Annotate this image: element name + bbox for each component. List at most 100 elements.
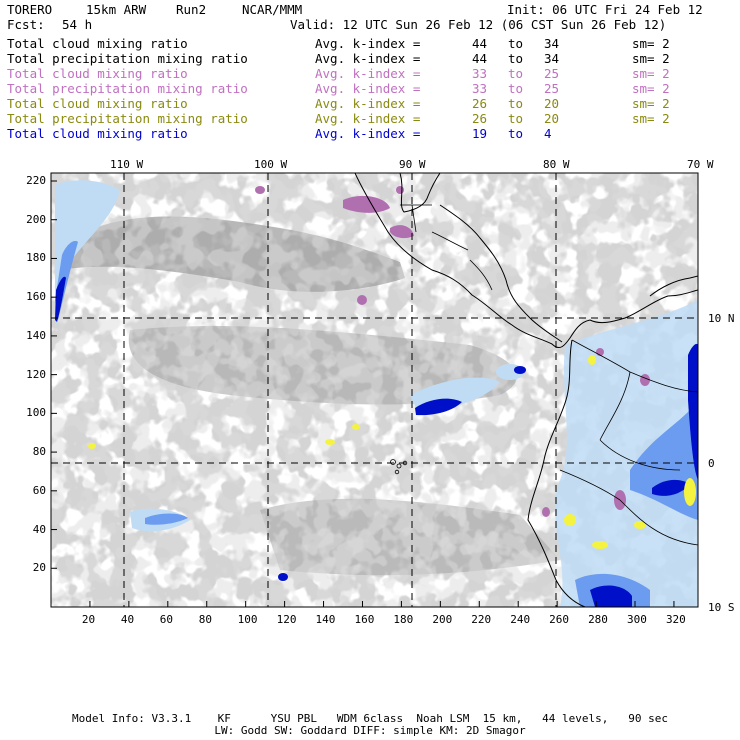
lon-label-110w: 110 W bbox=[110, 158, 144, 171]
cloud-light-northwest bbox=[55, 180, 120, 330]
cloud-yellow-spot-6 bbox=[592, 541, 608, 549]
legend-avg-label: Avg. k-index = bbox=[315, 96, 421, 111]
legend-avg-label: Avg. k-index = bbox=[315, 66, 421, 81]
precip-purple-guatemala bbox=[390, 225, 414, 239]
model-info-line-2: LW: Godd SW: Goddard DIFF: simple KM: 2D… bbox=[214, 724, 526, 737]
cloud-dark-andes bbox=[652, 479, 690, 496]
precip-purple-spot-6 bbox=[542, 507, 550, 517]
legend-k-to: 25 bbox=[544, 66, 560, 81]
model-info-line-1: Model Info: V3.3.1 KF YSU PBL WDM 6class… bbox=[71, 712, 669, 725]
model-resolution: 15km ARW bbox=[86, 2, 147, 17]
x-tick-label: 60 bbox=[159, 613, 174, 626]
y-tick-label: 40 bbox=[32, 522, 46, 536]
lat-lon-grid bbox=[51, 173, 698, 607]
y-tick-marks bbox=[51, 180, 57, 569]
legend-smoothing: sm= 2 bbox=[632, 51, 670, 66]
x-tick-label: 200 bbox=[432, 613, 453, 626]
model-name: TORERO bbox=[7, 2, 53, 17]
y-tick-label: 80 bbox=[32, 445, 46, 459]
lon-label-80w: 80 W bbox=[543, 158, 570, 171]
legend-avg-label: Avg. k-index = bbox=[315, 51, 421, 66]
legend-to-word: to bbox=[508, 96, 524, 111]
legend-field-name: Total cloud mixing ratio bbox=[7, 126, 188, 141]
y-tick-label: 220 bbox=[26, 173, 46, 187]
precip-purple-north bbox=[343, 195, 390, 213]
organization: NCAR/MMM bbox=[242, 2, 303, 17]
legend-smoothing: sm= 2 bbox=[632, 36, 670, 51]
coastline-central-america-pacific bbox=[354, 173, 698, 348]
country-borders bbox=[400, 204, 493, 291]
coastline-yucatan bbox=[399, 173, 441, 213]
legend-k-from: 26 bbox=[472, 96, 488, 111]
legend-avg-label: Avg. k-index = bbox=[315, 81, 421, 96]
y-tick-label: 20 bbox=[32, 561, 46, 575]
precip-purple-spot-1 bbox=[255, 186, 265, 194]
x-tick-label: 240 bbox=[510, 613, 531, 626]
coastline-venezuela bbox=[649, 275, 698, 297]
cloud-yellow-spot-5 bbox=[564, 514, 576, 526]
legend-to-word: to bbox=[508, 51, 524, 66]
legend-row: Total cloud mixing ratio Avg. k-index = 44… bbox=[7, 36, 707, 51]
cloud-dark-northwest bbox=[55, 276, 66, 322]
lat-label-10n: 10 N bbox=[708, 312, 735, 325]
coastline-south-america bbox=[527, 339, 586, 607]
legend-to-word: to bbox=[508, 111, 524, 126]
map-frame bbox=[50, 172, 699, 608]
x-tick-label: 120 bbox=[276, 613, 297, 626]
run-label: Run2 bbox=[176, 2, 207, 17]
y-tick-label: 180 bbox=[26, 251, 46, 265]
cloud-yellow-spot-1 bbox=[88, 443, 96, 449]
legend-field-name: Total cloud mixing ratio bbox=[7, 36, 188, 51]
legend-smoothing: sm= 2 bbox=[632, 96, 670, 111]
legend-smoothing: sm= 2 bbox=[632, 81, 670, 96]
legend-field-name: Total precipitation mixing ratio bbox=[7, 81, 248, 96]
lon-label-70w: 70 W bbox=[687, 158, 714, 171]
y-tick-label: 100 bbox=[26, 406, 46, 420]
x-tick-label: 260 bbox=[549, 613, 570, 626]
legend-k-from: 19 bbox=[472, 126, 488, 141]
legend-k-to: 34 bbox=[544, 36, 560, 51]
forecast-hour: 54 h bbox=[62, 17, 93, 32]
legend-k-to: 4 bbox=[544, 126, 552, 141]
legend-smoothing: sm= 2 bbox=[632, 111, 670, 126]
x-tick-label: 300 bbox=[627, 613, 647, 626]
legend-smoothing: sm= 2 bbox=[632, 66, 670, 81]
legend-k-from: 33 bbox=[472, 81, 488, 96]
init-time: Init: 06 UTC Fri 24 Feb 12 bbox=[507, 2, 703, 17]
precip-purple-spot-4 bbox=[640, 374, 650, 386]
y-tick-label: 140 bbox=[26, 328, 46, 342]
x-tick-label: 160 bbox=[354, 613, 375, 626]
legend-row: Total cloud mixing ratio Avg. k-index = 19… bbox=[7, 126, 707, 141]
coastline-caribbean bbox=[439, 204, 563, 343]
cloud-dark-gulf bbox=[514, 366, 526, 374]
cloud-mid-southwest bbox=[145, 513, 188, 525]
cloud-yellow-spot-4 bbox=[684, 478, 696, 506]
legend-row: Total cloud mixing ratio Avg. k-index = 33… bbox=[7, 66, 707, 81]
legend-k-from: 44 bbox=[472, 51, 488, 66]
cloud-dark-central bbox=[415, 398, 462, 416]
legend-to-word: to bbox=[508, 126, 524, 141]
cloud-yellow-spot-3 bbox=[352, 424, 360, 430]
legend-to-word: to bbox=[508, 36, 524, 51]
x-tick-label: 180 bbox=[393, 613, 414, 626]
x-tick-label: 20 bbox=[81, 613, 96, 626]
legend-k-to: 25 bbox=[544, 81, 560, 96]
forecast-label: Fcst: bbox=[7, 17, 45, 32]
x-tick-label: 220 bbox=[471, 613, 492, 626]
cloud-dark-spot bbox=[278, 573, 288, 581]
legend-row: Total cloud mixing ratio Avg. k-index = 26… bbox=[7, 96, 707, 111]
borders-south-america bbox=[559, 339, 698, 546]
legend-k-to: 20 bbox=[544, 111, 560, 126]
legend-k-to: 34 bbox=[544, 51, 560, 66]
cloud-yellow-spot-2 bbox=[325, 439, 335, 445]
x-tick-label: 80 bbox=[198, 613, 212, 626]
cloud-light-southamerica bbox=[555, 300, 698, 607]
legend-avg-label: Avg. k-index = bbox=[315, 36, 421, 51]
lat-label-10s: 10 S bbox=[708, 601, 735, 614]
lon-label-90w: 90 W bbox=[399, 158, 426, 171]
y-tick-label: 200 bbox=[26, 212, 46, 226]
cloud-yellow-spot-8 bbox=[588, 355, 596, 365]
legend-field-name: Total cloud mixing ratio bbox=[7, 96, 188, 111]
legend-field-name: Total precipitation mixing ratio bbox=[7, 51, 248, 66]
